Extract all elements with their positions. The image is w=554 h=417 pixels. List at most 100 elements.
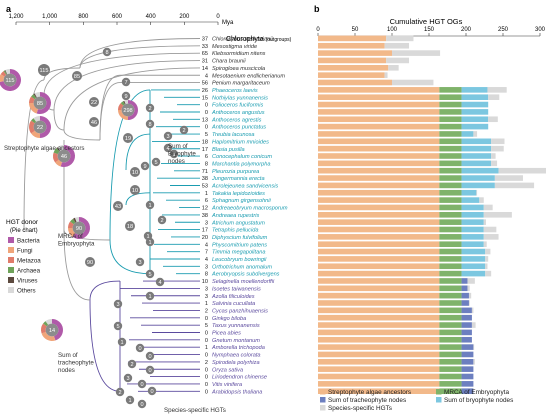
species-name: Gnetum montanum (212, 338, 260, 344)
bar-segment (461, 300, 469, 306)
node-count: 10 (132, 188, 138, 194)
pie-center (72, 221, 86, 235)
bar-segment (318, 204, 440, 211)
species-count: 4 (205, 257, 208, 263)
internal-node (72, 71, 82, 81)
pie-slice (34, 92, 40, 98)
species-name: Anthoceros angustus (211, 110, 265, 116)
bar-segment (439, 329, 462, 336)
tree-branch (63, 129, 101, 141)
bar-segment (318, 241, 440, 247)
bar-segment (461, 278, 468, 284)
bar-segment (439, 226, 462, 233)
species-count: 15 (202, 95, 208, 101)
bar-segment (439, 138, 462, 145)
species-name: Arabidopsis thaliana (211, 389, 262, 395)
bar-segment (318, 359, 440, 365)
bar-segment (473, 131, 478, 137)
bar-segment (439, 212, 462, 218)
bar-segment (473, 359, 475, 365)
species-count: 3 (205, 294, 208, 300)
tree-branch (125, 133, 151, 171)
bar-segment (439, 101, 462, 108)
bar-segment (318, 65, 389, 71)
legend-item-label: Fungi (17, 248, 32, 255)
bar-segment (318, 42, 385, 49)
bar-segment (439, 263, 462, 270)
species-count: 56 (202, 81, 208, 87)
legend-item-label: Viruses (17, 278, 38, 285)
internal-node (113, 201, 123, 211)
panel-a-label: a (6, 4, 12, 14)
internal-node (85, 257, 95, 267)
bar-segment (476, 189, 478, 196)
pie-value: 85 (37, 101, 43, 107)
pie-slice (120, 101, 125, 106)
bar-segment (318, 131, 440, 137)
pie-center (3, 73, 17, 87)
bar-segment (384, 42, 410, 49)
chart-tick-label: 100 (387, 27, 398, 33)
internal-node (89, 97, 99, 107)
bar-segment (461, 344, 474, 350)
bar-segment (439, 94, 462, 100)
node-count: 8 (105, 50, 108, 56)
internal-node (102, 47, 112, 57)
bar-segment (439, 189, 462, 196)
species-count: 0 (205, 125, 208, 131)
pie-slice (53, 152, 59, 163)
node-count: 90 (87, 260, 93, 266)
species-count: 17 (202, 147, 208, 153)
internal-node (113, 321, 123, 331)
bar-segment (461, 167, 499, 174)
pie-value: 46 (61, 154, 67, 160)
node-count: 1 (148, 203, 151, 209)
bar-segment (392, 50, 441, 56)
bar-segment (494, 175, 523, 181)
bar-segment (461, 329, 472, 336)
node-count: 0 (138, 346, 141, 352)
bar-segment (439, 278, 462, 284)
species-count: 7 (205, 250, 208, 256)
bar-segment (461, 373, 474, 380)
legend-item-label: Bacteria (17, 238, 40, 245)
bar-segment (461, 123, 489, 130)
bar-segment (318, 336, 440, 343)
bar-segment (318, 351, 440, 358)
species-name: Anthoceros agrestis (211, 117, 262, 123)
bar-segment (461, 189, 477, 196)
bar-segment (491, 153, 496, 159)
pie-slice (4, 70, 8, 75)
species-count: 5 (205, 323, 208, 329)
node-count: 3 (166, 134, 169, 140)
chart-legend-label: Streptophyte algae ancestors (328, 389, 411, 396)
internal-node (169, 149, 179, 159)
pie-value: 14 (49, 328, 55, 334)
bar-segment (318, 388, 440, 394)
internal-node (151, 157, 161, 167)
bar-segment (439, 182, 462, 189)
bar-segment (461, 94, 489, 100)
bar-segment (461, 248, 486, 255)
node-count: 9 (143, 164, 146, 170)
chart-legend-swatch (320, 389, 326, 395)
chart-tick-label: 250 (498, 27, 509, 33)
pie-slice (128, 100, 138, 120)
bar-segment (439, 270, 462, 277)
legend-swatch (8, 247, 14, 253)
bar-segment (461, 322, 472, 328)
species-name: Acrolejeunea sandvicensis (211, 184, 278, 190)
bar-segment (318, 212, 440, 218)
species-name: Leucobryum bowringii (212, 257, 267, 263)
donor-legend: HGT donor (Pie chart) Bacteria Fungi Metaz… (6, 219, 41, 295)
species-name: Pleurozia purpurea (212, 169, 259, 175)
node-count: 1 (172, 152, 175, 158)
internal-node (135, 343, 145, 353)
bar-segment (487, 87, 507, 93)
bar-segment (461, 292, 469, 299)
internal-node (157, 215, 167, 225)
bar-segment (439, 248, 462, 255)
chart-legend-swatch (436, 389, 442, 395)
bar-segment (439, 241, 462, 247)
